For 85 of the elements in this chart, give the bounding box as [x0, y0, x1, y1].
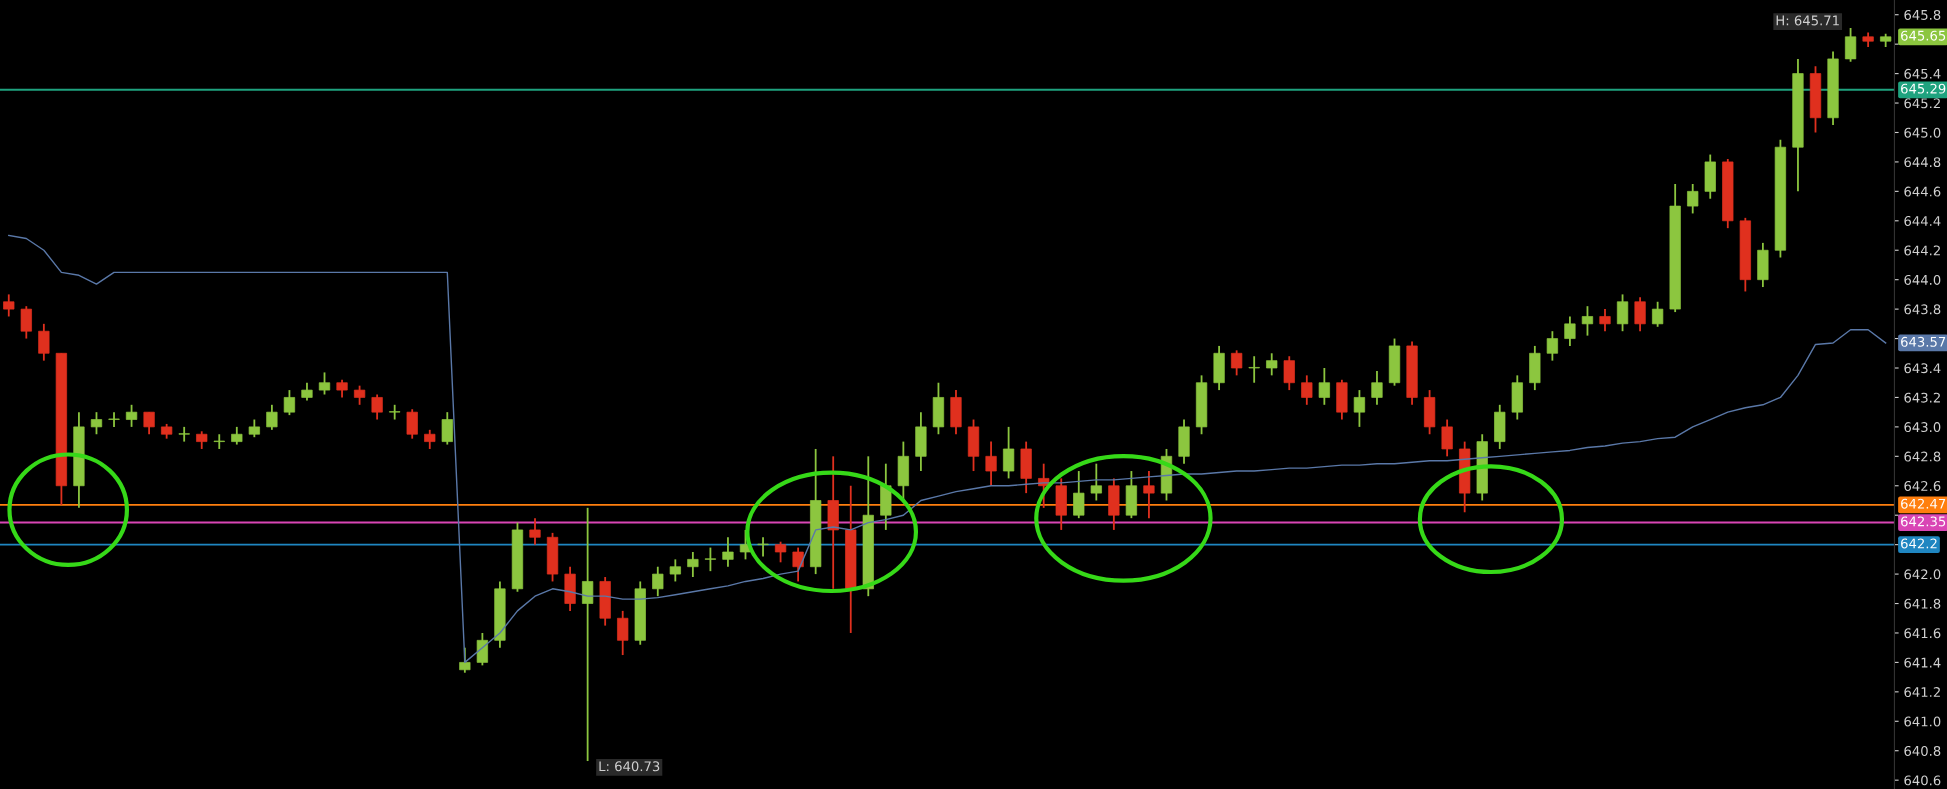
candlestick [38, 322, 50, 362]
ref-line-label: 642.2 [1901, 538, 1937, 549]
candlestick [1616, 293, 1629, 333]
candlestick [582, 506, 594, 762]
candlestick [1634, 296, 1646, 333]
y-tick-label: 640.8 [1904, 745, 1941, 756]
candlestick [1652, 300, 1664, 328]
candlestick [1687, 183, 1699, 215]
candlestick [722, 536, 734, 568]
candlestick [371, 393, 383, 421]
candlestick [1143, 470, 1155, 520]
candlestick [441, 411, 453, 446]
y-tick-label: 643.0 [1904, 422, 1941, 433]
candlestick [1318, 367, 1330, 406]
candlestick [704, 546, 717, 573]
y-tick-label: 645.8 [1904, 9, 1941, 20]
candlestick [1546, 330, 1558, 362]
candlestick [1248, 355, 1260, 384]
candlestick [1301, 374, 1313, 406]
candlestick [108, 411, 120, 428]
candlestick [1090, 462, 1102, 502]
candlestick [353, 384, 366, 406]
candlestick [1231, 349, 1243, 377]
candlestick [774, 540, 787, 564]
candlestick [318, 371, 331, 396]
candlestick [1564, 315, 1576, 347]
candlestick [1353, 389, 1366, 428]
candlestick [1266, 352, 1278, 377]
y-tick-label: 643.2 [1904, 392, 1940, 403]
candlestick [652, 565, 664, 598]
annotation: L: 640.73 [599, 761, 660, 772]
candlestick [1073, 470, 1085, 520]
candlestick [20, 305, 32, 340]
candlestick [669, 558, 681, 583]
y-tick-label: 644.2 [1904, 245, 1940, 256]
y-tick-label: 643.8 [1904, 304, 1941, 315]
candlestick [143, 411, 155, 436]
y-tick-label: 641.4 [1904, 657, 1941, 668]
candlestick [757, 536, 769, 558]
candlestick [90, 411, 103, 436]
y-tick-label: 641.0 [1904, 716, 1941, 727]
text: 645.65 [1901, 30, 1946, 41]
candlestick [1441, 418, 1453, 458]
candlestick [1283, 355, 1295, 391]
candlestick [389, 403, 401, 421]
candlestick [792, 546, 804, 583]
candlestick [178, 425, 190, 443]
candlestick [125, 403, 138, 428]
candlestick [459, 646, 471, 674]
y-tick-label: 645.4 [1904, 68, 1941, 79]
y-tick-label: 642.0 [1904, 569, 1941, 580]
y-tick-label: 641.6 [1904, 628, 1941, 639]
candlestick [476, 632, 488, 667]
y-tick-label: 643.4 [1904, 363, 1941, 374]
ref-line-label: 645.29 [1901, 83, 1946, 94]
y-tick-label: 644.0 [1904, 274, 1941, 285]
candlestick [1371, 370, 1383, 406]
data-label: 643.57 [1901, 336, 1946, 347]
candlestick [1599, 308, 1611, 333]
candlestick [687, 551, 699, 578]
candlestick [617, 609, 629, 656]
candlestick [1003, 425, 1015, 480]
candlestick [1581, 305, 1594, 337]
candlestick [283, 389, 296, 417]
candlestick [1844, 27, 1857, 63]
candlestick [424, 428, 436, 450]
y-tick-label: 641.2 [1904, 687, 1940, 698]
ref-line-label: 642.35 [1901, 516, 1946, 527]
candlestick [985, 440, 997, 487]
candlestick [3, 293, 15, 318]
y-tick-label: 644.4 [1904, 216, 1941, 226]
y-tick-label: 644.6 [1904, 186, 1941, 197]
y-tick-label: 642.8 [1904, 451, 1941, 462]
y-tick-label: 644.8 [1904, 157, 1941, 168]
y-tick-label: 645.2 [1904, 98, 1940, 109]
y-tick-label: 640.6 [1904, 775, 1941, 786]
ref-line-label: 642.47 [1901, 498, 1946, 509]
candlestick [529, 517, 541, 546]
candlestick [406, 408, 418, 440]
candlestick [266, 403, 278, 431]
y-tick-label: 641.8 [1904, 598, 1941, 609]
y-tick-label: 642.6 [1904, 480, 1941, 491]
candlestick [213, 433, 225, 450]
y-tick-label: 645.0 [1904, 127, 1941, 138]
annotation: H: 645.71 [1776, 15, 1839, 26]
